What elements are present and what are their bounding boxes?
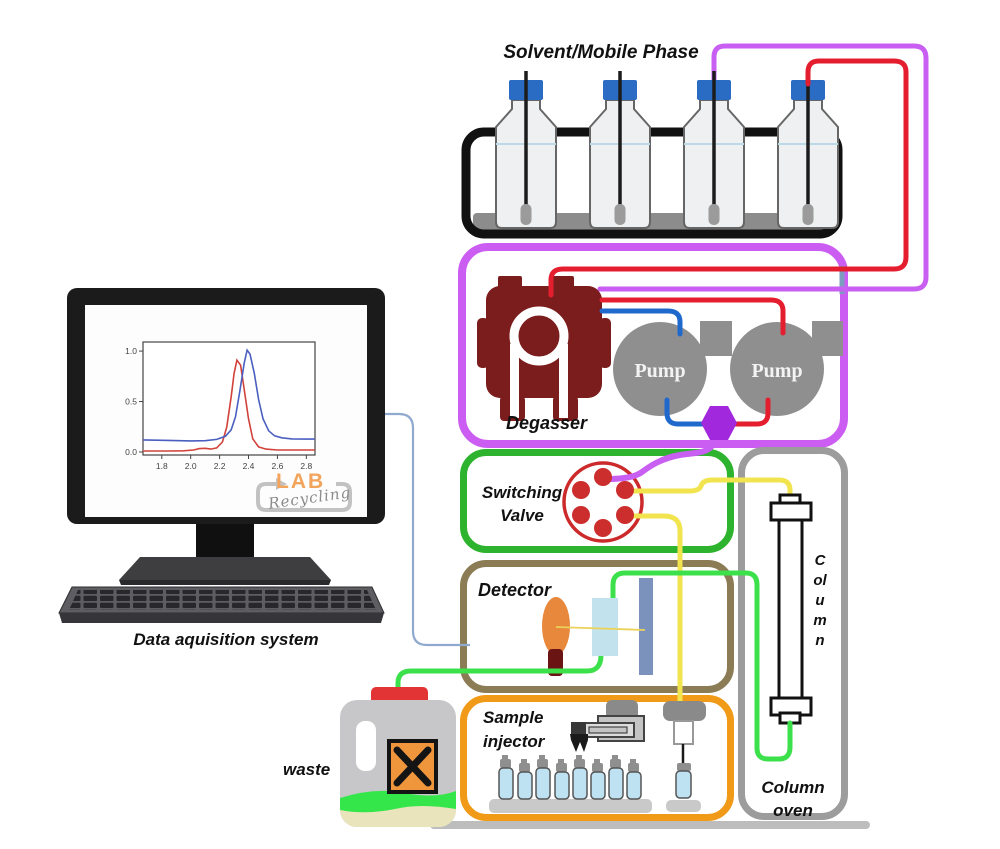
tube-solvent-magenta	[597, 43, 929, 292]
waste-label: waste	[283, 760, 331, 779]
vial-tray	[489, 799, 652, 813]
detector-internals	[395, 570, 793, 762]
tube-degasser-pump2-red	[599, 297, 786, 336]
detector-label: Detector	[478, 580, 552, 600]
solvent-bottles	[495, 71, 839, 229]
chart-y-tick: 0.0	[125, 447, 137, 457]
data-acquisition-label: Data aquisition system	[133, 630, 319, 649]
waste-handle	[356, 721, 376, 771]
chart-frame	[142, 341, 316, 456]
chromatogram-chart: 1.8 2.0 2.2 2.4 2.6 2.8 0.0 0.5 1.0	[125, 341, 316, 471]
bottle	[589, 71, 651, 229]
detector-sensor	[639, 578, 653, 675]
recycling-arrow-icon	[256, 478, 352, 512]
tube-pump1-mixer-blue	[664, 397, 707, 427]
tube-degasser-pump1-blue	[599, 308, 683, 337]
floor-shadow	[430, 821, 870, 829]
tube-detector-waste-green	[395, 644, 604, 699]
pump-left-label: Pump	[634, 360, 685, 382]
tube-mixer-valve-magenta	[603, 436, 719, 482]
detector-flow-cell	[592, 598, 618, 656]
data-signal-line	[385, 412, 470, 647]
injector-internals	[489, 700, 706, 813]
degasser-pump-box	[458, 243, 848, 448]
keyboard	[58, 586, 385, 623]
chart-y-tick: 1.0	[125, 346, 137, 356]
mixer-hexagon	[701, 406, 737, 440]
chart-series-blue-trace	[142, 348, 315, 442]
monitor-base	[119, 557, 331, 580]
chart-x-tick: 2.2	[214, 461, 226, 471]
bottle	[683, 71, 745, 229]
column-oven-box	[738, 447, 848, 820]
pump-left: Pump	[613, 321, 732, 416]
chart-x-tick: 2.4	[243, 461, 255, 471]
chart-x-tick: 2.6	[272, 461, 284, 471]
chart-series-red-trace	[143, 358, 315, 452]
chart-x-tick: 1.8	[156, 461, 168, 471]
robot-arm	[570, 700, 645, 752]
syringe-injector	[663, 701, 706, 812]
bottle	[495, 71, 557, 229]
pump-right-label: Pump	[751, 360, 802, 382]
switching-valve-box	[460, 449, 734, 553]
switching-valve-label: Switching Valve	[481, 483, 563, 525]
waste-jug	[340, 687, 456, 827]
tube-valve-injector-yellow	[626, 513, 683, 709]
chart-plot-area: 1.8 2.0 2.2 2.4 2.6 2.8 0.0 0.5 1.0	[125, 341, 316, 471]
solvent-mobile-phase-label: Solvent/Mobile Phase	[503, 42, 699, 63]
monitor-base-edge	[119, 580, 331, 585]
monitor-neck	[196, 524, 254, 557]
degasser-label: Degasser	[506, 413, 588, 433]
sample-injector-label: Sample injector	[483, 708, 545, 751]
detector-lamp	[542, 597, 570, 655]
detector-light-beam	[555, 626, 646, 631]
lab-recycling-logo: LAB	[276, 470, 326, 493]
pump-right: Pump	[730, 321, 843, 416]
chart-x-tick: 2.8	[300, 461, 312, 471]
degasser-unit	[477, 276, 611, 421]
tube-valve-column-yellow	[626, 477, 793, 505]
bottle	[777, 71, 839, 229]
gripper-icon	[570, 734, 588, 752]
detector-box	[460, 560, 734, 693]
column	[769, 493, 813, 725]
tube-solvent-red	[548, 58, 909, 298]
tube-pump2-mixer-red	[730, 397, 771, 427]
vial-rack	[498, 755, 642, 800]
tube-column-detector-green	[610, 570, 793, 762]
chart-y-tick: 0.5	[125, 397, 137, 407]
valve-ports	[572, 468, 634, 537]
column-vertical-label: Column	[813, 552, 827, 649]
sample-injector-box	[460, 695, 734, 821]
chart-x-tick: 2.0	[185, 461, 197, 471]
column-oven-label: Column oven	[761, 778, 825, 820]
